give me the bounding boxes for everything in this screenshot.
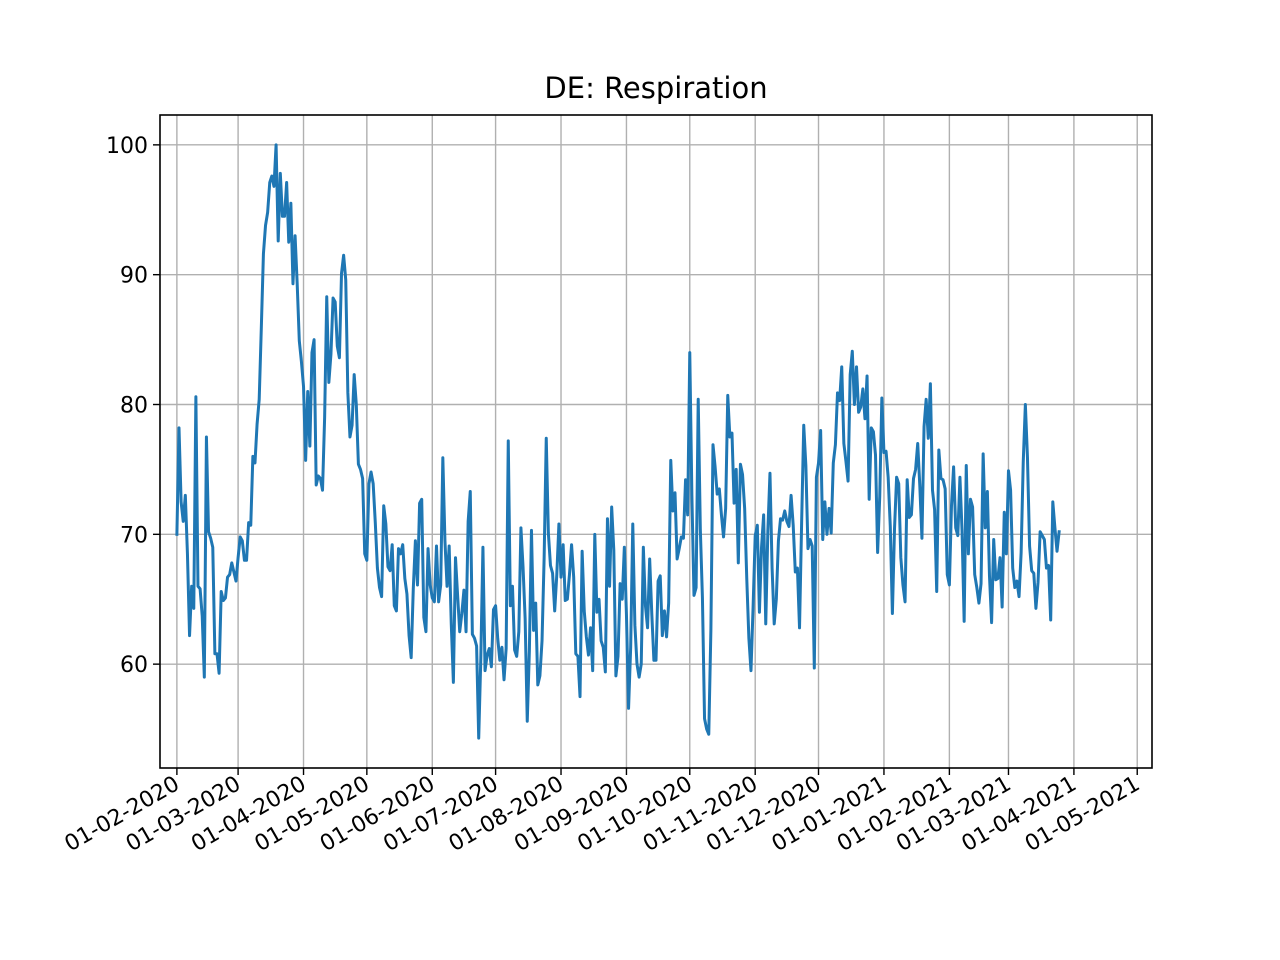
y-tick-label: 60 [120,653,148,678]
y-tick-label: 70 [120,523,148,548]
y-tick-label: 80 [120,394,148,419]
y-tick-label: 90 [120,264,148,289]
grid-lines [160,115,1152,768]
axis-ticks [153,144,1138,775]
y-tick-label: 100 [106,134,148,159]
series-layer [175,143,1061,740]
chart-title: DE: Respiration [544,71,767,105]
series-line-0 [175,143,1061,740]
y-tick-labels: 60 70 80 90 100 [106,134,148,678]
axes-frame [159,114,1153,769]
